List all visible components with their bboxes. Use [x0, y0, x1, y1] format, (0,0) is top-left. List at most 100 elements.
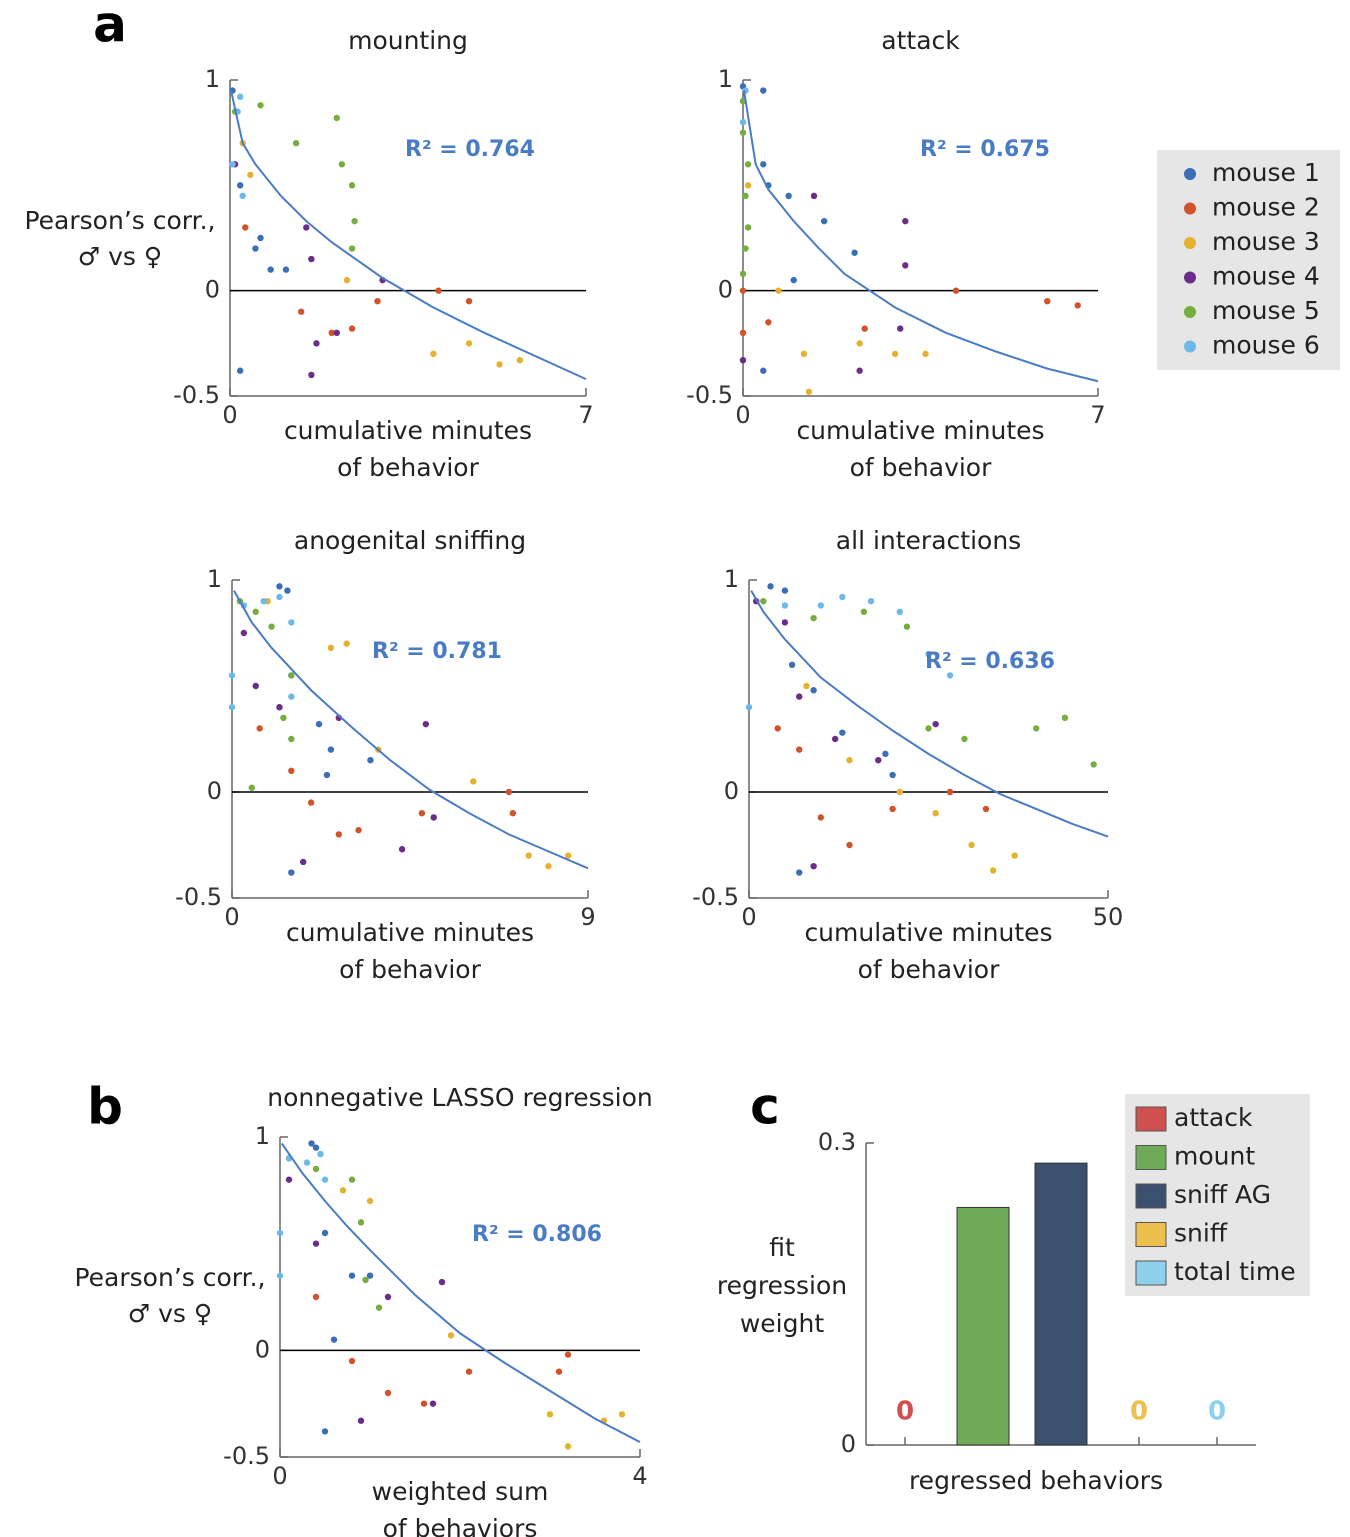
legend-swatch — [1135, 1183, 1167, 1209]
data-point — [308, 1140, 315, 1147]
data-point — [284, 587, 291, 594]
data-point — [810, 863, 817, 870]
data-point — [285, 1176, 293, 1183]
data-point — [366, 1272, 374, 1279]
data-point — [236, 93, 244, 101]
data-point — [932, 810, 939, 817]
panel-letter: b — [87, 1078, 123, 1136]
data-point — [300, 858, 307, 866]
y-tick-label: -0.5 — [686, 381, 733, 409]
data-point — [335, 831, 342, 838]
chart-title: all interactions — [836, 526, 1021, 555]
data-point — [803, 682, 810, 690]
data-point — [430, 814, 437, 821]
legend-marker — [1184, 306, 1196, 318]
data-point — [509, 810, 517, 817]
data-point — [903, 623, 911, 630]
data-point — [946, 672, 954, 679]
y-axis-label: Pearson’s corr., — [74, 1263, 265, 1292]
data-point — [242, 224, 249, 231]
data-point — [288, 672, 295, 679]
y-axis-label: ♂ vs ♀ — [78, 242, 162, 271]
fit-line — [743, 90, 1099, 383]
data-point — [398, 846, 406, 853]
data-point — [343, 276, 351, 284]
data-point — [760, 598, 767, 605]
data-point — [303, 224, 310, 231]
data-point — [760, 161, 767, 168]
data-point — [739, 287, 747, 294]
x-axis-label: of behaviors — [383, 1514, 538, 1537]
legend-label: total time — [1174, 1257, 1296, 1286]
data-point — [357, 1219, 365, 1226]
y-tick-label: -0.5 — [223, 1442, 270, 1470]
data-point — [897, 325, 904, 332]
data-point — [760, 87, 767, 94]
value-label: 0 — [1130, 1397, 1148, 1427]
data-point — [303, 1159, 311, 1166]
x-tick-label: 0 — [741, 903, 756, 931]
data-point — [348, 245, 356, 252]
data-point — [236, 367, 244, 374]
data-point — [810, 192, 818, 200]
data-point — [565, 852, 572, 859]
x-axis-label: cumulative minutes — [286, 918, 534, 947]
data-point — [276, 1272, 284, 1279]
x-axis-label: of behavior — [858, 955, 1000, 984]
x-axis-label: of behavior — [339, 955, 481, 984]
data-point — [925, 651, 932, 658]
data-point — [267, 266, 274, 273]
data-point — [430, 350, 437, 358]
data-point — [922, 350, 929, 358]
data-point — [282, 266, 290, 273]
y-tick-label: 0 — [841, 1430, 856, 1458]
data-point — [257, 234, 264, 242]
data-point — [348, 182, 356, 189]
data-point — [298, 308, 305, 315]
data-point — [810, 614, 817, 622]
legend-label: sniff AG — [1174, 1180, 1271, 1209]
data-point — [260, 598, 267, 605]
data-point — [902, 217, 909, 225]
data-point — [805, 388, 813, 395]
data-point — [384, 1293, 392, 1301]
data-point — [312, 1144, 320, 1151]
x-axis-label: of behavior — [337, 453, 479, 482]
data-point — [375, 1304, 383, 1311]
fit-line — [230, 90, 587, 381]
data-point — [564, 1443, 572, 1450]
data-point — [384, 1389, 392, 1397]
data-point — [357, 1417, 365, 1424]
data-point — [418, 810, 426, 817]
panel-letter: c — [750, 1078, 780, 1136]
x-axis-label: cumulative minutes — [284, 416, 532, 445]
bar — [1034, 1162, 1088, 1446]
data-point — [288, 619, 295, 626]
data-point — [308, 255, 315, 263]
data-point — [781, 587, 789, 594]
data-point — [348, 1357, 356, 1365]
chart-title: mounting — [348, 26, 468, 55]
data-point — [961, 735, 968, 743]
data-point — [902, 262, 909, 269]
data-point — [767, 583, 774, 590]
data-point — [875, 757, 882, 764]
data-point — [268, 623, 275, 630]
y-tick-label: 1 — [255, 1122, 270, 1150]
data-point — [338, 161, 346, 168]
legend-marker — [1184, 271, 1196, 284]
data-point — [252, 608, 259, 615]
data-point — [982, 805, 990, 813]
data-point — [420, 1400, 428, 1407]
x-tick-label: 0 — [222, 401, 237, 429]
data-point — [889, 805, 896, 813]
data-point — [257, 102, 264, 109]
data-point — [438, 1278, 446, 1286]
chart-title: nonnegative LASSO regression — [267, 1083, 652, 1112]
data-point — [744, 161, 752, 168]
data-point — [739, 270, 747, 278]
data-point — [817, 814, 824, 821]
r-squared: R² = 0.764 — [405, 137, 535, 162]
legend-label: attack — [1174, 1103, 1253, 1132]
data-point — [785, 192, 792, 200]
